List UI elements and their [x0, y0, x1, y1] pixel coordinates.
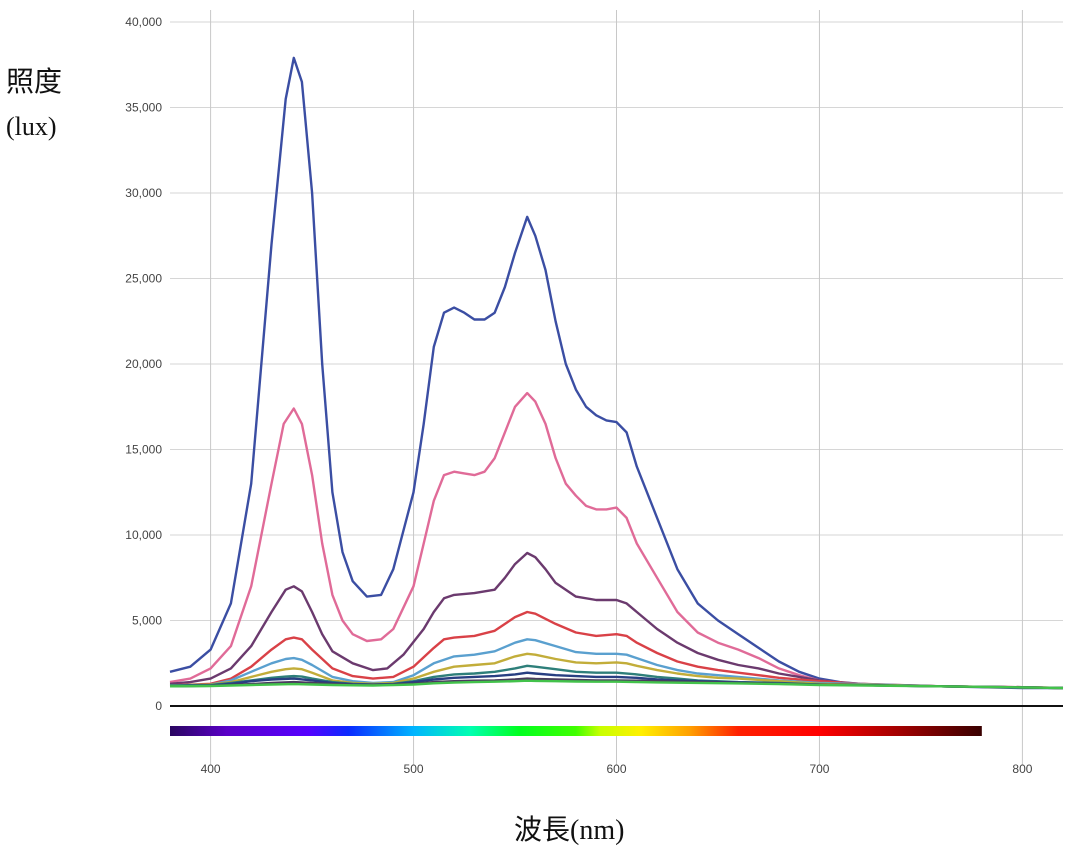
y-axis-unit: (lux): [6, 112, 57, 141]
x-axis-label-main: 波長: [514, 813, 571, 846]
grid-lines: [170, 10, 1063, 765]
y-tick-labels: 0 5,000 10,000 15,000 20,000 25,000 30,000 35,0…: [125, 15, 162, 713]
y-tick-label: 0: [155, 699, 162, 713]
x-tick-label: 800: [1012, 762, 1032, 776]
y-tick-label: 40,000: [125, 15, 162, 29]
x-axis-label-unit: (nm): [570, 815, 625, 846]
y-tick-label: 20,000: [125, 357, 162, 371]
x-tick-label: 400: [201, 762, 221, 776]
series-line-3: [169, 551, 1064, 690]
series-line-10: [169, 679, 1064, 690]
x-axis-label: 波長(nm): [514, 808, 624, 848]
x-tick-label: 600: [606, 762, 626, 776]
y-tick-label: 5,000: [132, 614, 162, 628]
y-tick-label: 10,000: [125, 528, 162, 542]
wavelength-color-bar: [170, 726, 982, 736]
y-axis-label: 照度: [6, 65, 63, 98]
x-tick-label: 500: [404, 762, 424, 776]
y-tick-label: 25,000: [125, 272, 162, 286]
series-line-5: [169, 638, 1064, 690]
series-line-7: [169, 664, 1064, 690]
series-line-4: [169, 610, 1064, 690]
y-tick-label: 30,000: [125, 186, 162, 200]
series-line-2: [169, 391, 1064, 690]
x-tick-labels: 400 500 600 700 800: [201, 762, 1033, 776]
y-tick-label: 15,000: [125, 443, 162, 457]
series-lines: [169, 56, 1064, 690]
x-tick-label: 700: [809, 762, 829, 776]
y-tick-label: 35,000: [125, 101, 162, 115]
series-line-1: [169, 56, 1063, 690]
series-line-6: [169, 652, 1064, 690]
